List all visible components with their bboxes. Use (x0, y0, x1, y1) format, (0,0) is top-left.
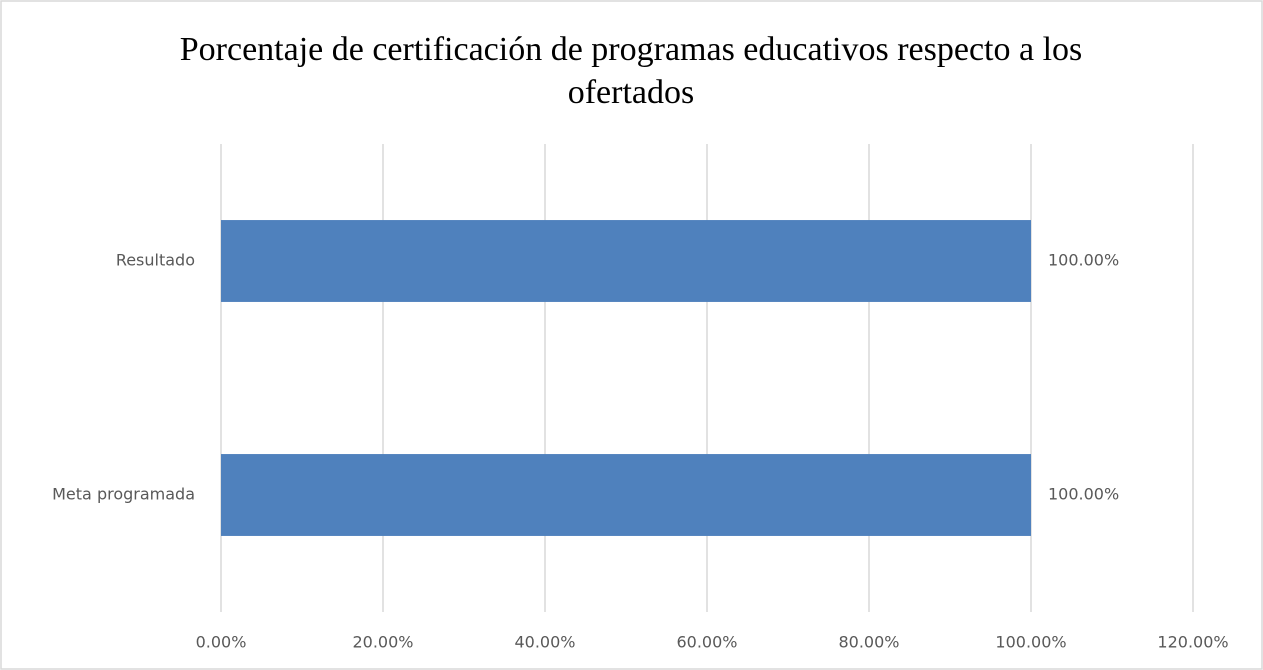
x-tick-label: 40.00% (514, 633, 575, 652)
y-tick-label: Resultado (116, 251, 195, 270)
data-label: 100.00% (1048, 251, 1119, 270)
bar (221, 454, 1031, 536)
data-label: 100.00% (1048, 485, 1119, 504)
bar (221, 220, 1031, 302)
x-tick-label: 120.00% (1157, 633, 1228, 652)
x-tick-label: 100.00% (995, 633, 1066, 652)
x-tick-label: 0.00% (196, 633, 247, 652)
x-tick-label: 80.00% (838, 633, 899, 652)
y-tick-label: Meta programada (52, 485, 195, 504)
x-tick-label: 20.00% (352, 633, 413, 652)
chart-title: Porcentaje de certificación de programas… (179, 31, 1083, 111)
x-tick-label: 60.00% (676, 633, 737, 652)
